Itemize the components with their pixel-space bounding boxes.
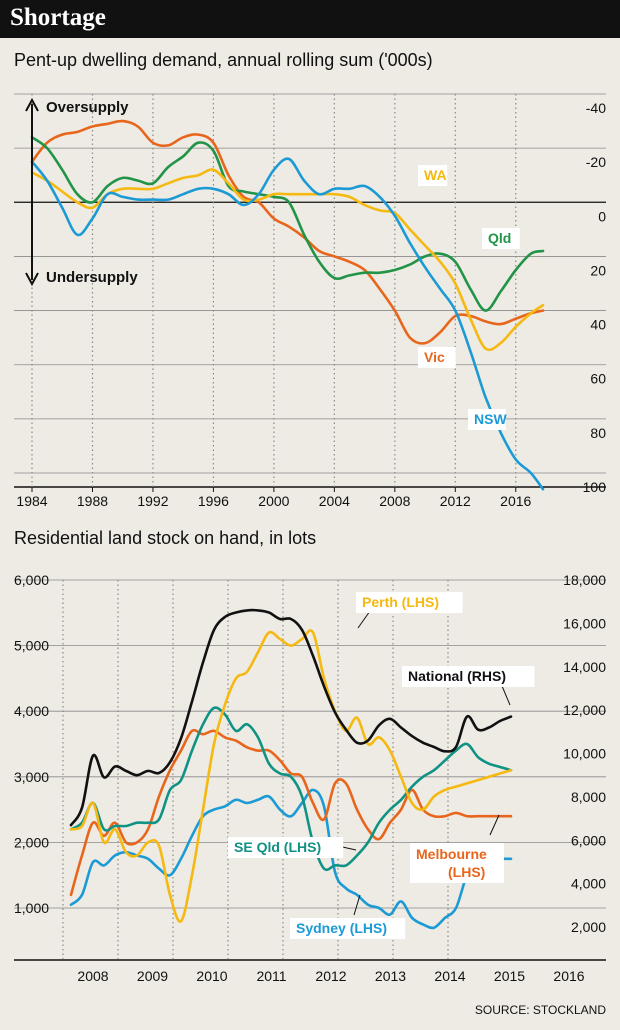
chart2-ytick-left: 1,000: [14, 900, 49, 916]
chart1-ytick-label: 0: [598, 208, 606, 224]
chart1-xtick-label: 1992: [137, 493, 168, 509]
series-label-qld-text: Qld: [488, 230, 511, 246]
chart2-ytick-right: 8,000: [571, 789, 606, 805]
chart1-ytick-label: -40: [586, 100, 606, 116]
undersupply-label: Undersupply: [46, 269, 138, 286]
series-label-qld: Qld: [482, 228, 520, 249]
series-label-melbourne-line1: Melbourne: [416, 846, 487, 862]
series-label-vic-box: [418, 347, 456, 368]
arrow-up-icon: [25, 97, 39, 112]
series-label-nsw-box: [468, 409, 506, 430]
chart2-ytick-right: 4,000: [571, 876, 606, 892]
series-line-vic: [30, 119, 545, 345]
series-line-perth: [69, 629, 513, 923]
series-label-nsw-text: NSW: [474, 411, 507, 427]
series-label-qld-box: [482, 228, 520, 249]
chart2-ytick-left: 3,000: [14, 769, 49, 785]
banner: Shortage: [0, 0, 620, 38]
chart1-xtick-label: 2012: [440, 493, 471, 509]
source-note: SOURCE: STOCKLAND: [474, 1003, 606, 1017]
chart2-xtick-label: 2015: [494, 968, 525, 984]
leader-line-national: [501, 685, 511, 706]
series-label-nsw: NSW: [468, 409, 507, 430]
series-line-sydney: [69, 788, 513, 930]
chart2-ytick-right: 18,000: [563, 572, 606, 588]
chart2-ytick-right: 14,000: [563, 659, 606, 675]
chart2-xtick-label: 2012: [315, 968, 346, 984]
chart1-ytick-label: 80: [590, 425, 606, 441]
chart2-xtick-label: 2008: [77, 968, 108, 984]
chart2-xtick-label: 2010: [196, 968, 227, 984]
chart1-xtick-label: 2016: [500, 493, 531, 509]
chart2-ytick-right: 12,000: [563, 702, 606, 718]
series-line-nsw: [30, 157, 545, 491]
chart1-ytick-label: -20: [586, 154, 606, 170]
chart1-xtick-label: 1988: [77, 493, 108, 509]
series-label-seqld-text: SE Qld (LHS): [234, 839, 321, 855]
chart2-ytick-left: 6,000: [14, 572, 49, 588]
series-label-seqld-box: [228, 837, 344, 858]
series-line-melbourne: [69, 728, 513, 897]
chart1-ytick-label: 60: [590, 371, 606, 387]
chart2-ytick-left: 4,000: [14, 703, 49, 719]
series-label-vic: Vic: [418, 347, 456, 368]
series-label-sydney: Sydney (LHS): [290, 918, 406, 939]
series-line-national: [69, 608, 513, 827]
series-label-wa-text: WA: [424, 167, 447, 183]
chart2-xtick-label: 2011: [256, 968, 286, 984]
series-label-perth: Perth (LHS): [356, 592, 463, 613]
chart1-title: Pent-up dwelling demand, annual rolling …: [14, 50, 433, 70]
chart2-ytick-right: 2,000: [571, 919, 606, 935]
chart2-ytick-left: 5,000: [14, 638, 49, 654]
chart1-xtick-label: 1984: [16, 493, 47, 509]
chart2-xtick-label: 2016: [553, 968, 584, 984]
series-label-perth-text: Perth (LHS): [362, 594, 439, 610]
chart1-xtick-label: 2008: [379, 493, 410, 509]
series-label-sydney-box: [290, 918, 406, 939]
oversupply-label: Oversupply: [46, 99, 129, 116]
chart2-title: Residential land stock on hand, in lots: [14, 528, 317, 548]
series-label-perth-box: [356, 592, 463, 613]
chart1-xtick-label: 1996: [198, 493, 229, 509]
banner-title: Shortage: [10, 4, 106, 31]
chart1-ytick-label: 40: [590, 317, 606, 333]
chart2-xtick-label: 2014: [434, 968, 465, 984]
chart2-xtick-label: 2009: [137, 968, 168, 984]
leader-line-sydney: [353, 894, 361, 916]
series-label-vic-text: Vic: [424, 349, 445, 365]
series-label-wa: WA: [418, 165, 448, 186]
chart2-ytick-left: 2,000: [14, 834, 49, 850]
series-label-melbourne-box: [410, 843, 504, 883]
arrow-down-icon: [25, 272, 39, 287]
series-label-wa-box: [418, 165, 448, 186]
leader-line-perth: [357, 610, 371, 629]
series-line-se: [69, 706, 513, 872]
series-label-melbourne: Melbourne (LHS): [410, 843, 504, 883]
series-line-qld: [30, 136, 545, 312]
chart2-ytick-right: 16,000: [563, 615, 606, 631]
series-label-seqld: SE Qld (LHS): [228, 837, 344, 858]
chart2-ytick-right: 6,000: [571, 832, 606, 848]
series-label-national: National (RHS): [402, 666, 535, 687]
leader-line-melbourne: [489, 814, 500, 836]
series-label-national-box: [402, 666, 535, 687]
chart1-xtick-label: 2004: [319, 493, 350, 509]
chart1-ytick-label: 20: [590, 262, 606, 278]
chart2-xtick-label: 2013: [375, 968, 406, 984]
series-label-melbourne-line2: (LHS): [448, 864, 485, 880]
series-line-wa: [30, 168, 545, 352]
series-label-national-text: National (RHS): [408, 668, 506, 684]
series-label-sydney-text: Sydney (LHS): [296, 920, 387, 936]
chart1-xtick-label: 2000: [258, 493, 289, 509]
chart2-ytick-right: 10,000: [563, 746, 606, 762]
